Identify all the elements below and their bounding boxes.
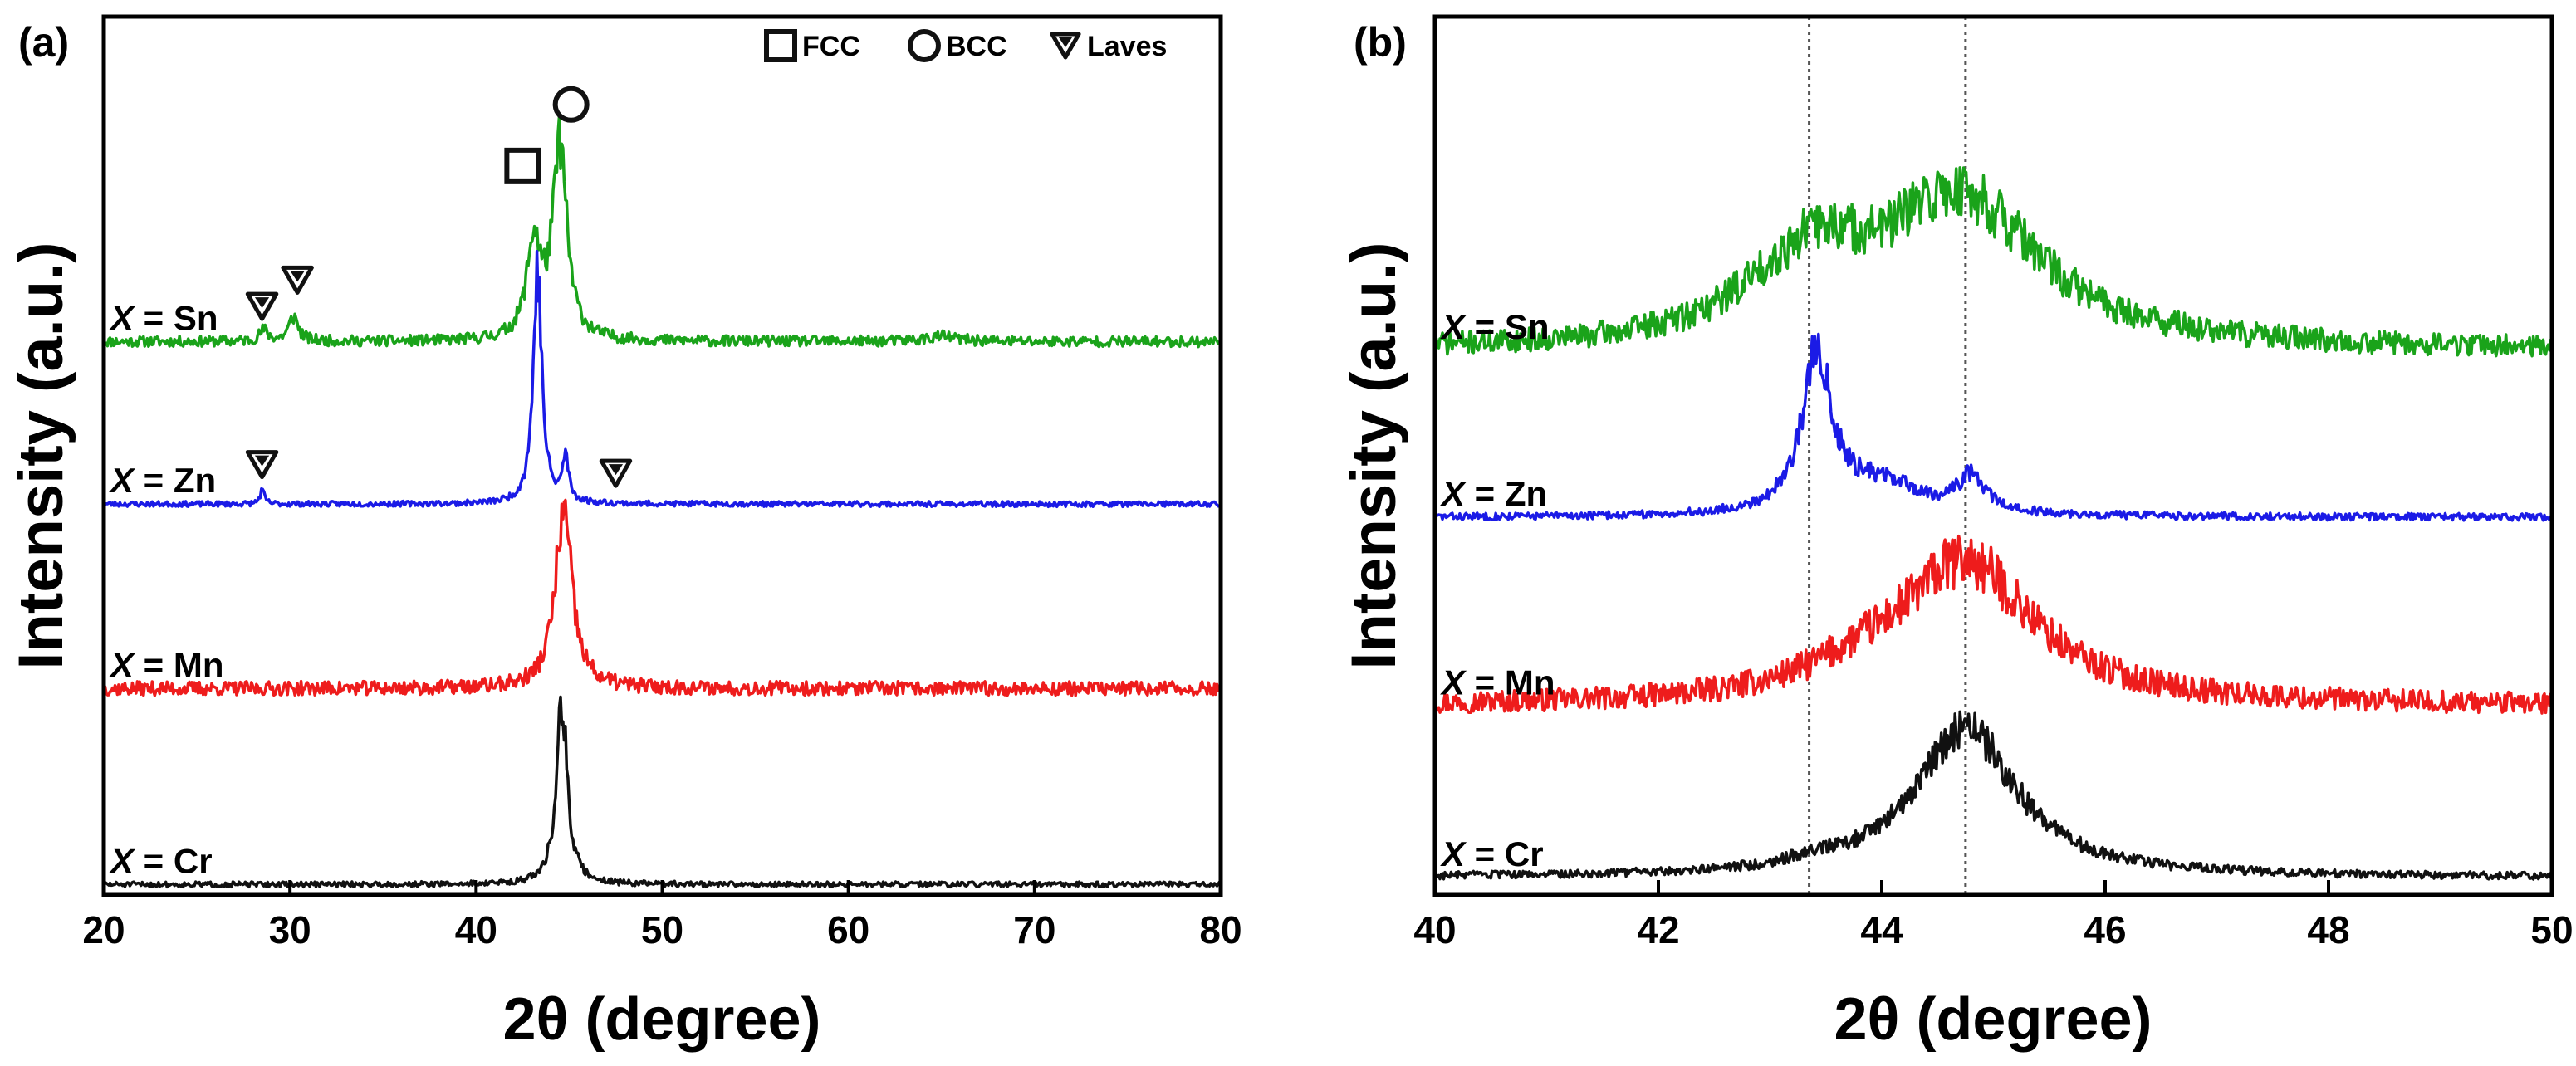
legend-triangle-down-icon-fill: [1058, 37, 1073, 47]
series-label: X = Mn: [109, 645, 224, 684]
legend: FCC BCC Laves: [764, 29, 1167, 62]
series-label-suffix: = Sn: [1465, 307, 1550, 346]
triangle-down-marker: [281, 265, 314, 295]
series-label: X = Sn: [1440, 307, 1550, 346]
x-tick-label: 70: [1013, 908, 1055, 951]
x-tick-label: 44: [1860, 908, 1903, 951]
series-label: X = Zn: [109, 461, 216, 500]
x-tick-label: 48: [2307, 908, 2349, 951]
legend-label-bcc: BCC: [946, 31, 1007, 62]
x-tick-label: 20: [82, 908, 125, 951]
x-tick-label: 50: [641, 908, 683, 951]
triangle-down-marker-fill: [254, 297, 270, 309]
series-label-prefix: X: [109, 298, 136, 337]
plot-frame: [1432, 14, 2554, 897]
x-tick-label: 42: [1637, 908, 1679, 951]
x-tick-label: 46: [2084, 908, 2126, 951]
series-label-prefix: X: [109, 645, 136, 684]
series-label-suffix: = Mn: [1465, 663, 1555, 702]
x-tick-label: 80: [1199, 908, 1241, 951]
series-label-prefix: X: [1440, 834, 1467, 873]
triangle-down-marker: [245, 291, 279, 321]
circle-marker: [552, 86, 590, 123]
series-line-zn: [1433, 332, 2554, 522]
triangle-down-marker: [599, 458, 633, 488]
y-axis-label: Intensity (a.u.): [6, 242, 76, 669]
panel-label: (a): [18, 19, 69, 66]
legend-square-icon: [764, 29, 797, 62]
series-label: X = Mn: [1440, 663, 1555, 702]
legend-triangle-down-icon: [1050, 32, 1081, 60]
triangle-down-marker-fill: [608, 464, 624, 476]
y-axis-label: Intensity (a.u.): [1339, 242, 1409, 669]
series-label: X = Cr: [1440, 834, 1544, 873]
series-line-cr: [102, 695, 1222, 889]
series-label: X = Sn: [109, 298, 218, 337]
square-marker: [504, 147, 541, 184]
series-label-suffix: = Zn: [1465, 474, 1547, 513]
x-tick-label: 60: [827, 908, 869, 951]
x-tick-label: 40: [1413, 908, 1456, 951]
triangle-down-marker: [245, 450, 279, 480]
series-label-suffix: = Cr: [134, 841, 213, 880]
series-line-mn: [102, 498, 1222, 697]
series-label-prefix: X: [1440, 474, 1467, 513]
series-line-sn: [1433, 166, 2554, 358]
triangle-down-marker-fill: [290, 271, 305, 282]
series-line-mn: [1433, 534, 2554, 715]
x-tick-label: 30: [269, 908, 311, 951]
legend-label-laves: Laves: [1087, 31, 1167, 62]
series-label-suffix: = Cr: [1465, 834, 1544, 873]
x-axis-label: 2θ (degree): [1834, 986, 2152, 1053]
plot-frame: [101, 14, 1223, 897]
x-tick-label: 50: [2530, 908, 2573, 951]
series-label-prefix: X: [109, 461, 136, 500]
series-label-suffix: = Mn: [134, 645, 224, 684]
series-label-prefix: X: [109, 841, 136, 880]
series-line-sn: [103, 115, 1222, 349]
series-label-suffix: = Sn: [134, 298, 218, 337]
triangle-down-marker-fill: [254, 455, 270, 467]
series-line-cr: [1433, 710, 2554, 881]
series-line-zn: [103, 249, 1222, 509]
panel-label: (b): [1354, 19, 1407, 66]
series-label-prefix: X: [1440, 663, 1467, 702]
series-label: X = Cr: [109, 841, 213, 880]
series-label: X = Zn: [1440, 474, 1547, 513]
x-tick-label: 40: [455, 908, 497, 951]
legend-circle-icon: [908, 29, 941, 62]
legend-label-fcc: FCC: [802, 31, 860, 62]
x-axis-label: 2θ (degree): [502, 986, 820, 1053]
series-label-prefix: X: [1440, 307, 1467, 346]
series-label-suffix: = Zn: [134, 461, 216, 500]
